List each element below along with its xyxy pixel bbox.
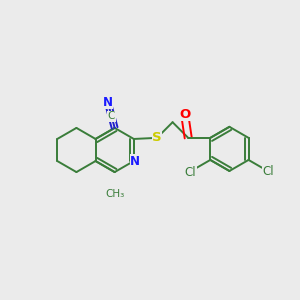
Text: C: C [108, 111, 115, 121]
Text: Cl: Cl [262, 165, 274, 178]
Text: N: N [130, 154, 140, 167]
Text: N: N [103, 96, 113, 109]
Text: Cl: Cl [185, 166, 197, 179]
Text: S: S [152, 131, 162, 144]
Text: CH₃: CH₃ [105, 189, 124, 199]
Text: O: O [179, 107, 191, 121]
